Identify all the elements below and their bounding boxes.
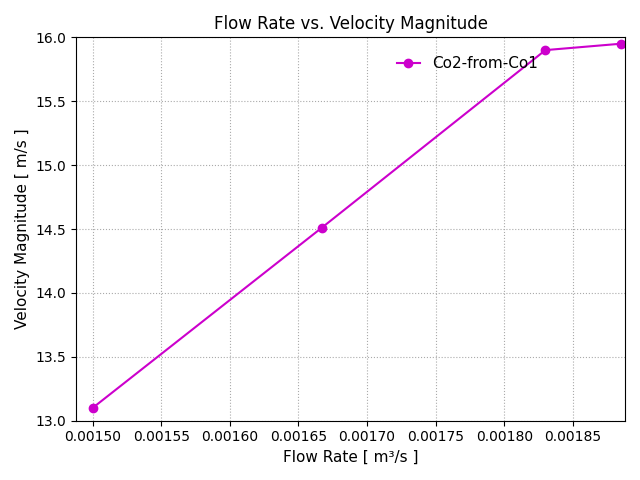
Y-axis label: Velocity Magnitude [ m/s ]: Velocity Magnitude [ m/s ] — [15, 129, 30, 329]
Legend: Co2-from-Co1: Co2-from-Co1 — [397, 57, 538, 72]
Title: Flow Rate vs. Velocity Magnitude: Flow Rate vs. Velocity Magnitude — [214, 15, 488, 33]
Co2-from-Co1 — [318, 225, 326, 230]
Co2-from-Co1 — [617, 41, 625, 47]
X-axis label: Flow Rate [ m³/s ]: Flow Rate [ m³/s ] — [283, 450, 419, 465]
Co2-from-Co1 — [541, 47, 549, 53]
Line: Co2-from-Co1: Co2-from-Co1 — [88, 39, 625, 412]
Co2-from-Co1 — [89, 405, 97, 411]
